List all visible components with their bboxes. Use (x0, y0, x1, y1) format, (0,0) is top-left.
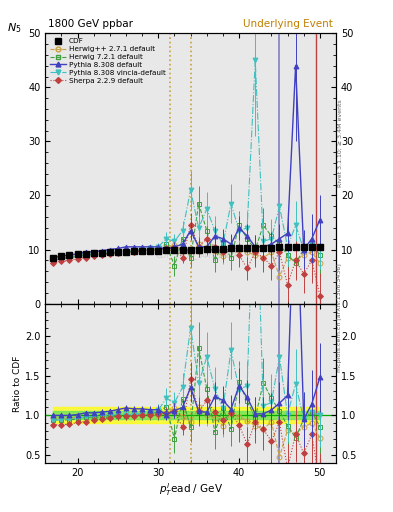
Y-axis label: $N_5$: $N_5$ (7, 21, 22, 35)
Legend: CDF, Herwig++ 2.7.1 default, Herwig 7.2.1 default, Pythia 8.308 default, Pythia : CDF, Herwig++ 2.7.1 default, Herwig 7.2.… (49, 37, 167, 85)
X-axis label: $p_T^{l}$ead / GeV: $p_T^{l}$ead / GeV (158, 481, 223, 498)
Text: CDF_2001_S4751469: CDF_2001_S4751469 (156, 250, 237, 260)
Text: mcplots.cern.ch [arXiv:1306.3436]: mcplots.cern.ch [arXiv:1306.3436] (338, 263, 342, 372)
Text: Underlying Event: Underlying Event (243, 19, 333, 29)
Text: Rivet 3.1.10; ≥ 3.4M events: Rivet 3.1.10; ≥ 3.4M events (338, 99, 342, 187)
Y-axis label: Ratio to CDF: Ratio to CDF (13, 355, 22, 412)
Text: 1800 GeV ppbar: 1800 GeV ppbar (48, 19, 133, 29)
